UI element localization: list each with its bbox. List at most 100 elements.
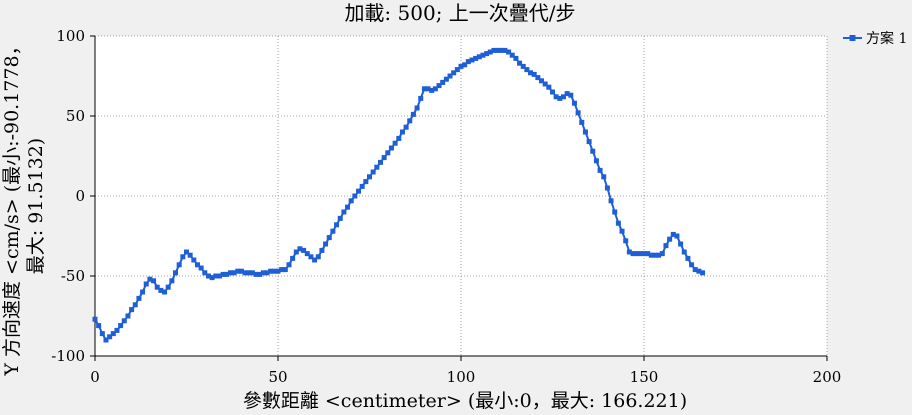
data-point	[198, 265, 204, 271]
data-point	[169, 278, 175, 284]
data-point	[579, 119, 585, 125]
data-point	[107, 334, 113, 340]
data-point	[356, 188, 362, 194]
data-point	[275, 268, 281, 274]
data-point	[392, 140, 398, 146]
data-point	[531, 71, 537, 77]
data-point	[147, 276, 153, 282]
data-point	[286, 262, 292, 268]
data-point	[469, 57, 475, 63]
data-point	[176, 262, 182, 268]
data-point	[348, 198, 354, 204]
data-point	[121, 318, 127, 324]
chart-title: 加載: 500; 上一次疊代/步	[344, 1, 575, 25]
data-point	[279, 267, 285, 273]
data-point	[436, 83, 442, 89]
data-point	[539, 78, 545, 84]
data-point	[407, 118, 413, 124]
data-point	[359, 183, 365, 189]
y-tick-label: 100	[56, 27, 85, 45]
data-point	[506, 49, 512, 55]
data-point	[502, 47, 508, 53]
data-point	[656, 252, 662, 258]
data-point	[648, 252, 654, 258]
data-point	[308, 254, 314, 260]
x-tick-label: 200	[813, 368, 842, 386]
data-point	[96, 323, 102, 329]
data-point	[575, 110, 581, 116]
data-point	[615, 220, 621, 226]
data-point	[337, 215, 343, 221]
data-point	[173, 270, 179, 276]
data-point	[670, 231, 676, 237]
data-point	[282, 267, 288, 273]
data-point	[696, 268, 702, 274]
data-point	[301, 247, 307, 253]
data-point	[399, 129, 405, 135]
data-point	[293, 249, 299, 255]
data-point	[480, 52, 486, 58]
data-point	[92, 316, 98, 322]
data-point	[473, 55, 479, 61]
data-point	[546, 84, 552, 90]
data-point	[388, 145, 394, 151]
data-point	[118, 323, 124, 329]
data-point	[491, 47, 497, 53]
data-point	[345, 204, 351, 210]
data-point	[205, 273, 211, 279]
data-point	[604, 185, 610, 191]
data-point	[432, 86, 438, 92]
data-point	[685, 255, 691, 261]
data-point	[689, 262, 695, 268]
data-point	[264, 270, 270, 276]
data-point	[678, 241, 684, 247]
data-point	[692, 267, 698, 273]
data-point	[630, 251, 636, 257]
data-point	[367, 174, 372, 180]
data-point	[334, 222, 340, 228]
y-tick-label: 0	[75, 187, 85, 205]
x-tick-label: 50	[268, 368, 287, 386]
data-point	[224, 271, 230, 277]
y-tick-label: 50	[66, 107, 85, 125]
data-point	[136, 295, 142, 301]
data-point	[645, 251, 651, 257]
data-point	[440, 79, 446, 85]
x-tick-label: 150	[630, 368, 659, 386]
data-point	[612, 209, 618, 215]
data-point	[593, 158, 599, 164]
data-point	[509, 52, 515, 58]
data-point	[582, 129, 588, 135]
data-point	[560, 94, 566, 100]
data-point	[637, 251, 643, 257]
data-point	[528, 70, 534, 76]
data-point	[363, 179, 369, 185]
data-point	[667, 236, 673, 242]
data-point	[110, 331, 116, 337]
data-point	[465, 59, 471, 65]
x-axis-label: 參數距離 <centimeter> (最小:0，最大: 166.221)	[243, 390, 687, 411]
data-point	[487, 49, 493, 55]
data-point	[165, 284, 171, 290]
data-point	[209, 275, 215, 281]
data-point	[132, 302, 138, 308]
data-point	[377, 159, 383, 165]
data-point	[216, 273, 222, 279]
data-point	[542, 81, 548, 87]
data-point	[290, 255, 296, 261]
data-point	[374, 164, 380, 170]
data-point	[180, 254, 186, 260]
data-point	[484, 51, 490, 57]
data-point	[410, 111, 416, 117]
data-point	[191, 257, 197, 263]
data-point	[550, 89, 555, 95]
data-point	[271, 268, 277, 274]
data-point	[403, 124, 409, 130]
data-point	[476, 54, 482, 60]
data-point	[242, 270, 248, 276]
data-point	[454, 67, 460, 73]
data-point	[597, 167, 603, 173]
data-point	[143, 281, 149, 287]
data-point	[103, 337, 109, 343]
